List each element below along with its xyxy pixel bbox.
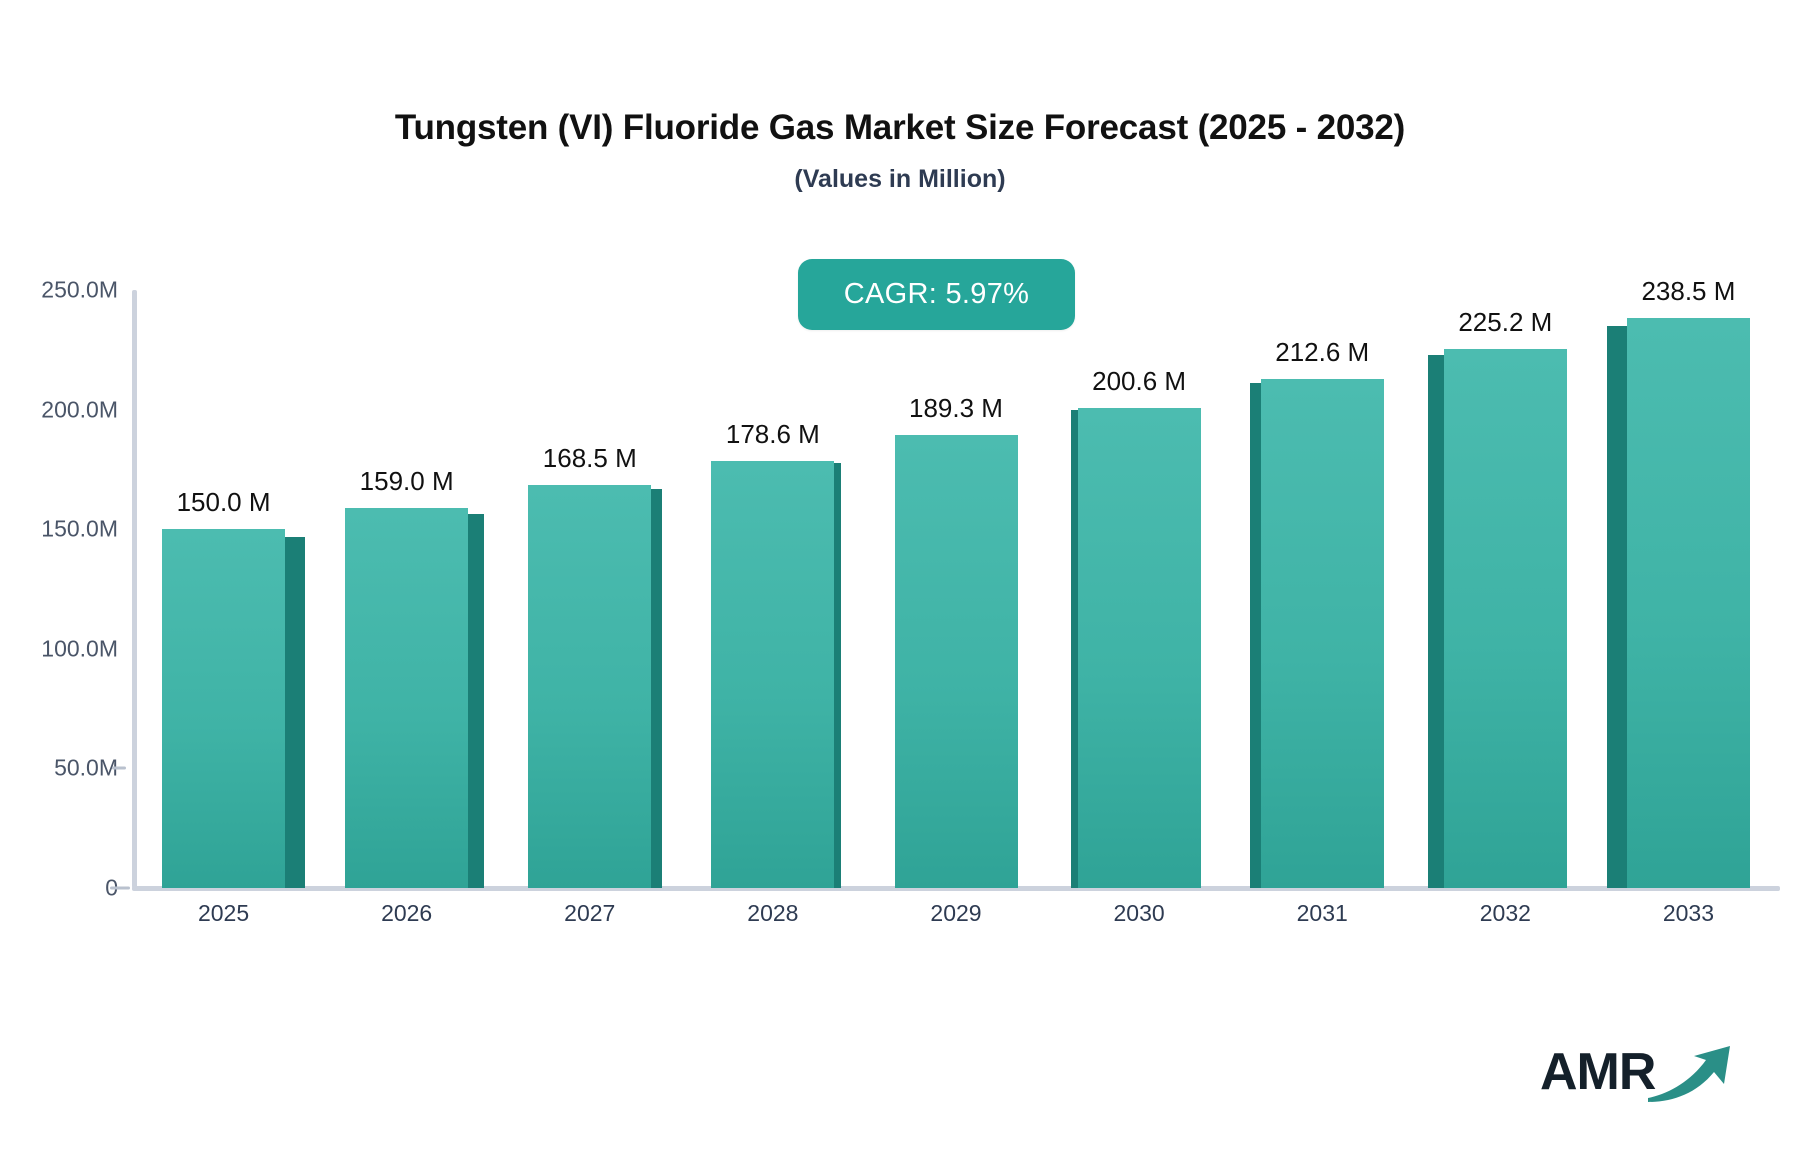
y-tick-label: 150.0M bbox=[41, 515, 118, 542]
bar-front-face bbox=[1443, 349, 1567, 888]
bar[interactable] bbox=[162, 529, 306, 888]
bar-side-face bbox=[1071, 410, 1078, 888]
bar-front-face bbox=[1260, 379, 1384, 888]
amr-logo-text: AMR bbox=[1540, 1043, 1656, 1101]
bar-front-face bbox=[345, 507, 469, 888]
y-tick-label: 100.0M bbox=[41, 635, 118, 662]
bar[interactable] bbox=[894, 435, 1018, 888]
bar-front-face bbox=[528, 484, 652, 888]
bar-value-label: 189.3 M bbox=[909, 393, 1003, 424]
bar-front-face bbox=[711, 460, 835, 888]
y-tick-label: 0 bbox=[0, 875, 118, 902]
bar[interactable] bbox=[1606, 317, 1750, 888]
x-tick-label: 2025 bbox=[197, 900, 250, 926]
y-tick-mark bbox=[110, 886, 130, 890]
bar-value-label: 168.5 M bbox=[542, 442, 637, 473]
bar-side-face bbox=[468, 513, 484, 888]
x-tick-label: 2029 bbox=[930, 900, 982, 926]
amr-logo: AMR bbox=[1540, 1038, 1740, 1116]
bar-side-face bbox=[1428, 355, 1444, 888]
y-tick-mark bbox=[112, 766, 126, 770]
bar[interactable] bbox=[345, 507, 484, 888]
x-tick-label: 2027 bbox=[564, 900, 616, 926]
bar-side-face bbox=[1249, 383, 1261, 888]
y-axis-line bbox=[132, 290, 137, 888]
bar[interactable] bbox=[1428, 349, 1567, 888]
bar-side-face bbox=[285, 537, 306, 888]
chart-subtitle: (Values in Million) bbox=[794, 165, 1006, 193]
cagr-badge: CAGR: 5.97% bbox=[798, 259, 1075, 330]
bar-front-face bbox=[894, 435, 1018, 888]
y-tick-label: 250.0M bbox=[41, 276, 118, 303]
bar-front-face bbox=[162, 529, 286, 888]
bar-value-label: 238.5 M bbox=[1641, 275, 1736, 306]
x-tick-label: 2031 bbox=[1296, 900, 1348, 926]
bar-front-face bbox=[1077, 408, 1201, 888]
x-tick-label: 2033 bbox=[1662, 900, 1715, 926]
bar[interactable] bbox=[528, 484, 663, 888]
x-tick-label: 2028 bbox=[747, 900, 799, 926]
bar-side-face bbox=[651, 488, 663, 888]
x-tick-label: 2032 bbox=[1479, 900, 1531, 926]
bar[interactable] bbox=[711, 460, 841, 888]
bar-value-label: 150.0 M bbox=[176, 487, 271, 518]
bar-value-label: 225.2 M bbox=[1458, 307, 1553, 338]
page-title: Tungsten (VI) Fluoride Gas Market Size F… bbox=[394, 108, 1406, 147]
bar-value-label: 178.6 M bbox=[725, 418, 820, 449]
x-axis-line bbox=[132, 886, 1780, 891]
bar-value-label: 212.6 M bbox=[1275, 337, 1370, 368]
bar-side-face bbox=[1606, 325, 1627, 888]
bar[interactable] bbox=[1071, 408, 1201, 888]
cagr-badge-label: CAGR: 5.97% bbox=[843, 278, 1030, 310]
bar-value-label: 159.0 M bbox=[359, 465, 454, 496]
bar-value-label: 200.6 M bbox=[1092, 366, 1187, 397]
bar[interactable] bbox=[1249, 379, 1384, 888]
x-tick-label: 2030 bbox=[1113, 900, 1165, 926]
x-tick-label: 2026 bbox=[381, 900, 433, 926]
y-tick-label: 200.0M bbox=[41, 396, 118, 423]
bar-front-face bbox=[1626, 317, 1750, 888]
y-tick-label: 50.0M bbox=[54, 754, 118, 781]
growth-arrow-icon bbox=[1648, 1046, 1730, 1102]
bar-side-face bbox=[834, 462, 841, 888]
